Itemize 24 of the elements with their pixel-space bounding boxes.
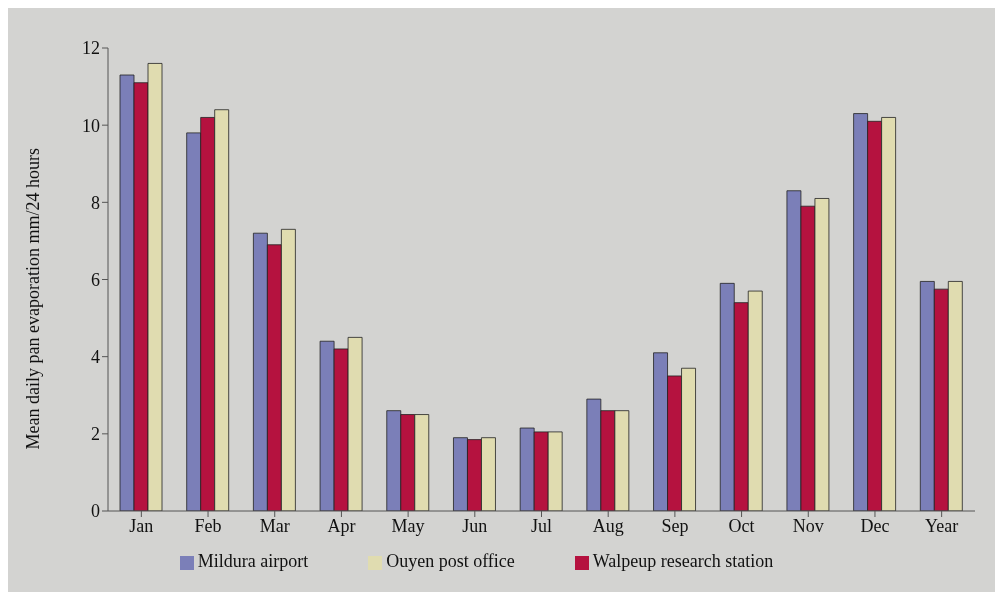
x-tick-label: Apr	[327, 515, 356, 536]
x-tick-label: May	[391, 515, 425, 536]
legend-label: Walpeup research station	[592, 551, 774, 571]
x-tick-label: Jul	[530, 515, 553, 536]
y-tick-label: 2	[91, 424, 100, 445]
x-tick-label: Year	[925, 515, 959, 536]
y-tick-label: 10	[82, 115, 100, 136]
legend-label: Mildura airport	[197, 551, 309, 571]
y-tick-label: 6	[91, 269, 100, 290]
x-tick-label: Nov	[792, 515, 824, 536]
y-tick-label: 12	[82, 38, 100, 59]
x-tick-label: Dec	[860, 515, 890, 536]
legend-label: Ouyen post office	[386, 551, 515, 571]
x-tick-label: Sep	[661, 515, 689, 536]
x-tick-label: Feb	[194, 515, 222, 536]
x-tick-label: Mar	[259, 515, 290, 536]
x-tick-label: Jun	[462, 515, 488, 536]
y-axis-title: Mean daily pan evaporation mm/24 hours	[23, 148, 44, 450]
x-tick-label: Jan	[129, 515, 154, 536]
y-tick-label: 4	[91, 347, 100, 368]
y-tick-label: 0	[91, 501, 100, 522]
x-tick-label: Oct	[728, 515, 755, 536]
x-tick-label: Aug	[592, 515, 624, 536]
y-tick-label: 8	[91, 192, 100, 213]
